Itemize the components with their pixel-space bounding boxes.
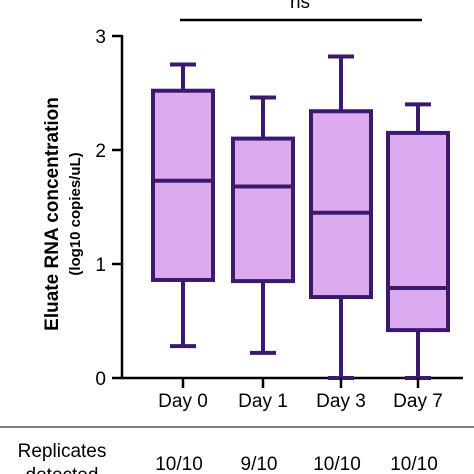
box-iqr <box>309 109 373 300</box>
boxes-layer <box>151 54 450 380</box>
y-tick-label: 3 <box>95 27 106 48</box>
box-group <box>151 62 215 349</box>
x-tick-label: Day 1 <box>238 391 288 412</box>
ticks-layer: 0 1 2 3 Day 0 Day 1 Day 3 Day 7 <box>95 27 442 412</box>
table-values-layer: 10/10 9/10 10/10 10/10 <box>155 454 438 474</box>
table-value: 10/10 <box>155 454 203 474</box>
y-tick-label: 1 <box>95 255 106 276</box>
box-iqr <box>231 136 295 284</box>
y-tick-label: 0 <box>95 369 106 390</box>
x-tick-label: Day 3 <box>316 391 366 412</box>
table-value: 10/10 <box>390 454 438 474</box>
box-iqr <box>386 130 450 333</box>
table-value: 9/10 <box>241 454 278 474</box>
x-tick-label: Day 7 <box>393 391 443 412</box>
x-tick-label: Day 0 <box>158 391 208 412</box>
y-tick-label: 2 <box>95 141 106 162</box>
box-group <box>309 54 373 380</box>
box-iqr <box>151 88 215 282</box>
box-group <box>386 102 450 380</box>
y-axis-unit: (log10 copies/uL) <box>67 152 84 275</box>
y-axis-title: Eluate RNA concentration <box>42 97 63 331</box>
box-group <box>231 95 295 355</box>
table-row-label-line2: detected <box>26 465 99 474</box>
table-value: 10/10 <box>313 454 361 474</box>
significance-label: ns <box>290 0 310 13</box>
table-row-label-line1: Replicates <box>18 441 107 462</box>
